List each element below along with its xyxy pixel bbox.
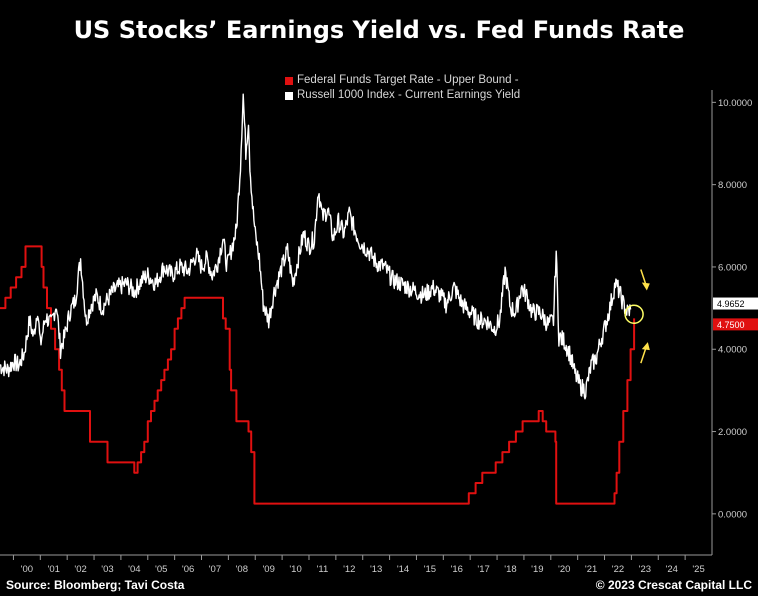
x-tick-label: '11 <box>317 564 329 575</box>
x-tick-label: '24 <box>666 564 678 575</box>
last-value-badge-fed-funds-text: 4.7500 <box>717 320 745 330</box>
x-tick-label: '01 <box>48 564 60 575</box>
legend-label-russell: Russell 1000 Index - Current Earnings Yi… <box>297 89 521 101</box>
x-tick-label: '14 <box>397 564 409 575</box>
x-tick-label: '18 <box>504 564 516 575</box>
x-tick-label: '10 <box>289 564 301 575</box>
x-tick-label: '06 <box>182 564 194 575</box>
y-tick-label: 2.0000 <box>718 427 747 438</box>
x-tick-label: '19 <box>531 564 543 575</box>
x-tick-label: '17 <box>477 564 489 575</box>
x-tick-label: '20 <box>558 564 570 575</box>
x-tick-label: '13 <box>370 564 382 575</box>
x-tick-label: '09 <box>262 564 274 575</box>
x-tick-label: '02 <box>74 564 86 575</box>
series-line-russell-earnings-yield <box>0 93 632 400</box>
last-value-badge-russell <box>713 297 758 310</box>
last-value-badge-fed-funds <box>713 318 758 331</box>
legend-swatch-white <box>285 91 293 100</box>
y-tick-label: 0.0000 <box>718 509 747 520</box>
x-tick-label: '07 <box>209 564 221 575</box>
y-tick-label: 4.0000 <box>718 345 747 356</box>
chart-title: US Stocks’ Earnings Yield vs. Fed Funds … <box>73 16 685 44</box>
arrow-up-head <box>641 342 650 351</box>
x-tick-label: '22 <box>612 564 624 575</box>
series-line-fed-funds <box>0 245 636 505</box>
x-tick-label: '08 <box>236 564 248 575</box>
x-tick-label: '03 <box>101 564 113 575</box>
highlight-circle <box>624 304 644 325</box>
x-tick-label: '16 <box>451 564 463 575</box>
last-value-badge-russell-text: 4.9652 <box>717 299 745 309</box>
x-tick-label: '05 <box>155 564 167 575</box>
copyright-note: © 2023 Crescat Capital LLC <box>595 578 752 592</box>
legend-label-fed-funds: Federal Funds Target Rate - Upper Bound … <box>297 74 519 86</box>
x-tick-label: '15 <box>424 564 436 575</box>
legend-swatch-red <box>285 76 293 85</box>
source-note: Source: Bloomberg; Tavi Costa <box>6 578 185 592</box>
x-tick-label: '12 <box>343 564 355 575</box>
x-tick-label: '23 <box>639 564 651 575</box>
y-tick-label: 6.0000 <box>718 262 747 273</box>
chart-legend: Federal Funds Target Rate - Upper Bound … <box>285 73 520 103</box>
x-tick-label: '04 <box>128 564 140 575</box>
y-tick-label: 8.0000 <box>718 180 747 191</box>
x-tick-label: '00 <box>21 564 33 575</box>
legend-item-russell: Russell 1000 Index - Current Earnings Yi… <box>285 88 520 103</box>
x-tick-label: '25 <box>692 564 704 575</box>
y-tick-label: 10.0000 <box>718 98 752 109</box>
legend-item-fed-funds: Federal Funds Target Rate - Upper Bound … <box>285 73 520 88</box>
arrow-down-head <box>641 282 650 291</box>
x-tick-label: '21 <box>585 564 597 575</box>
